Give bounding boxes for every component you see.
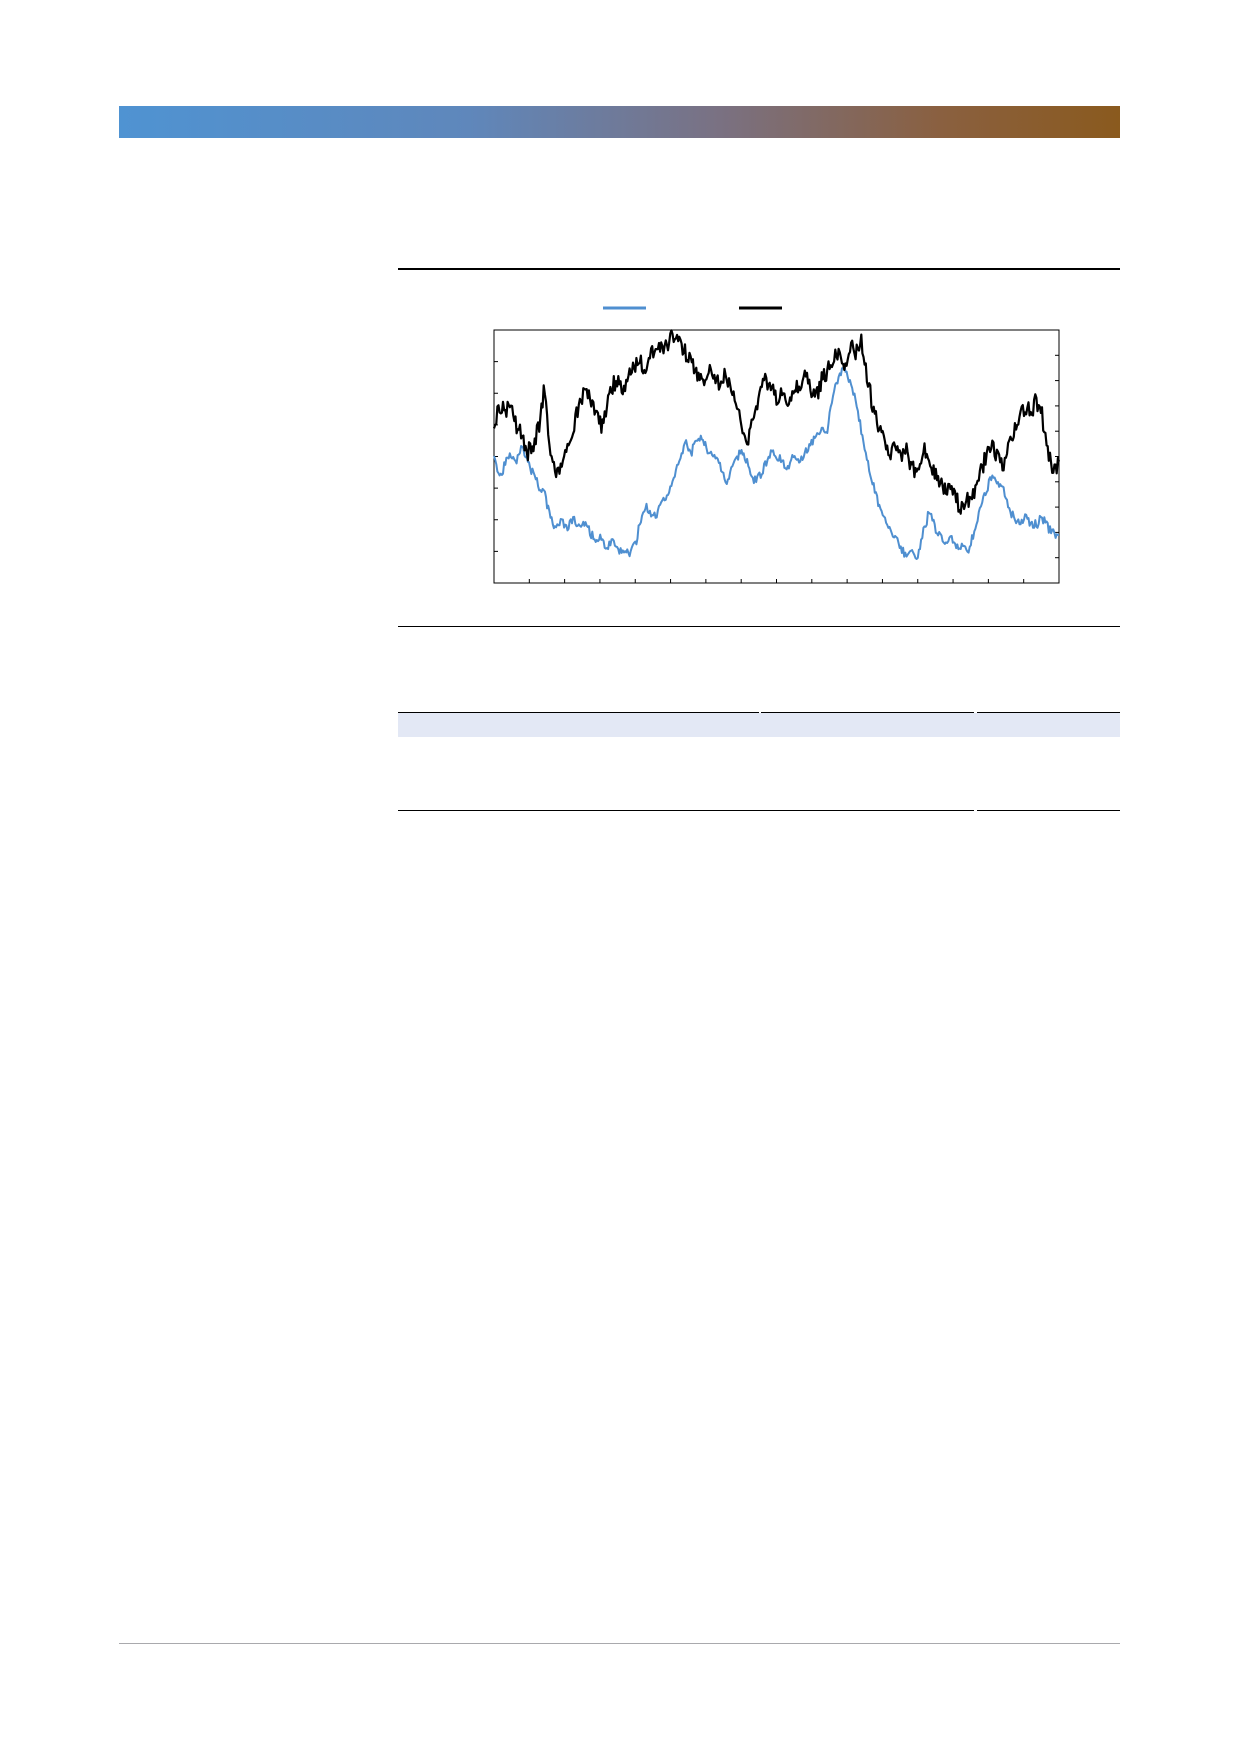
table-top-rule <box>761 712 974 713</box>
table-header-row <box>398 713 1120 737</box>
footer-rule <box>119 1643 1120 1644</box>
series-line-1 <box>493 363 1059 560</box>
series-lines <box>492 329 1061 560</box>
series-line-2 <box>492 329 1061 515</box>
table-top-rule <box>977 712 1120 713</box>
table-bottom-rule <box>977 810 1120 811</box>
table-bottom-rule <box>398 810 974 811</box>
header-band <box>119 106 1120 138</box>
chart-bottom-rule <box>398 626 1120 627</box>
axis-ticks <box>494 354 1059 583</box>
table-top-rule <box>398 712 759 713</box>
chart-top-rule <box>398 268 1120 270</box>
